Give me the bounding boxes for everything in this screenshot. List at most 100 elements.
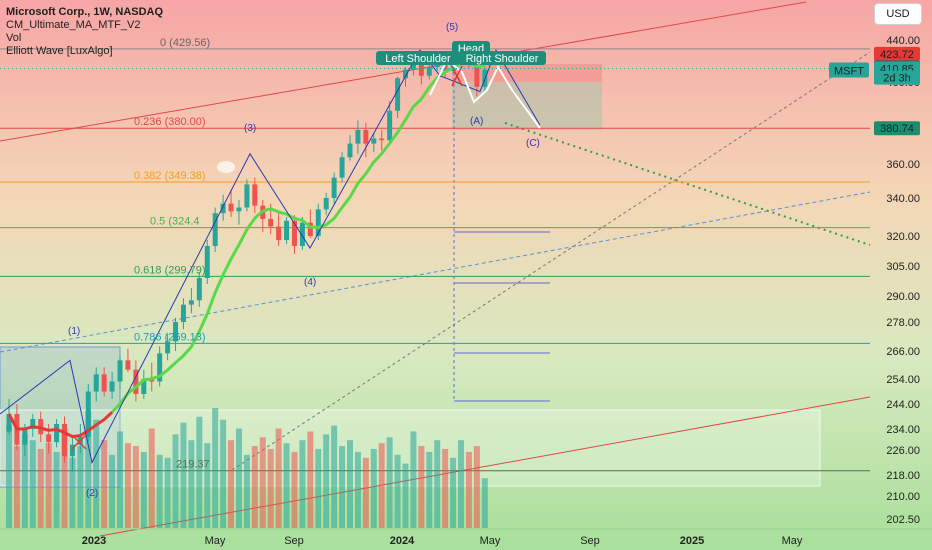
candle[interactable] (141, 369, 147, 399)
volume-bar (331, 425, 338, 528)
currency-button[interactable]: USD (874, 3, 922, 25)
candle[interactable] (54, 419, 60, 448)
volume-bar (212, 408, 219, 528)
candle[interactable] (165, 334, 171, 361)
volume-bars (6, 408, 488, 528)
price-tick-label: 218.00 (886, 470, 920, 482)
candle-body (157, 353, 163, 382)
candle[interactable] (236, 199, 242, 225)
candle[interactable] (133, 360, 139, 402)
candle-body (315, 209, 321, 236)
candle[interactable] (85, 384, 91, 443)
candle[interactable] (204, 240, 210, 284)
candle[interactable] (117, 355, 123, 389)
overlay-layer: (1)(2)(3)(4)(5)(A)(C)Left ShoulderHeadRi… (0, 22, 870, 499)
indicator-elliott[interactable]: Elliott Wave [LuxAlgo] (6, 45, 113, 57)
candle[interactable] (101, 367, 107, 397)
candle[interactable] (331, 172, 337, 204)
price-label: 380.74 (880, 123, 914, 135)
candle[interactable] (173, 317, 179, 351)
volume-bar (291, 451, 298, 528)
candle[interactable] (291, 215, 297, 254)
candle-body (228, 203, 234, 212)
indicator-ma[interactable]: CM_Ultimate_MA_MTF_V2 (6, 19, 141, 31)
candle[interactable] (180, 298, 186, 330)
candle[interactable] (371, 133, 377, 153)
volume-bar (362, 457, 369, 528)
time-tick-label: 2024 (390, 535, 415, 547)
projection-line[interactable] (504, 122, 871, 246)
volume-bar (323, 434, 330, 528)
candle[interactable] (228, 189, 234, 218)
candle[interactable] (339, 152, 345, 183)
candle[interactable] (299, 217, 305, 250)
volume-bar (37, 448, 44, 528)
elliott-wave-line[interactable] (0, 49, 541, 464)
time-tick-label: May (205, 535, 226, 547)
volume-bar (394, 454, 401, 528)
candle-body (62, 424, 68, 457)
candle[interactable] (125, 348, 131, 372)
candle[interactable] (109, 372, 115, 399)
candle[interactable] (62, 416, 68, 463)
fib-level-label: 0.786 (269.13) (134, 331, 206, 343)
candle[interactable] (212, 207, 218, 253)
volume-bar (450, 457, 457, 528)
candle-body (387, 110, 393, 141)
candle[interactable] (307, 209, 313, 238)
candle[interactable] (149, 362, 155, 392)
wave-label: (C) (526, 138, 540, 149)
volume-bar (243, 454, 250, 528)
volume-bar (220, 419, 227, 528)
candle[interactable] (347, 135, 353, 161)
candle[interactable] (157, 346, 163, 387)
candle[interactable] (323, 192, 329, 216)
x-marker[interactable] (71, 434, 87, 450)
price-tick-label: 210.00 (886, 491, 920, 503)
volume-bar (458, 440, 465, 528)
moving-average-green[interactable] (111, 61, 485, 414)
candle-body (339, 157, 345, 178)
indicator-vol[interactable]: Vol (6, 32, 22, 44)
volume-bar (156, 454, 163, 528)
volume-bar (251, 446, 258, 528)
range-box[interactable] (0, 346, 121, 488)
moving-average-red[interactable] (7, 411, 114, 439)
volume-bar (410, 431, 417, 528)
drawing-layer (0, 1, 871, 537)
price-tick-label: 254.00 (886, 374, 920, 386)
candle[interactable] (93, 367, 99, 402)
candle[interactable] (395, 77, 401, 118)
candle-body (331, 177, 337, 198)
candle-body (54, 424, 60, 443)
price-label-box (874, 70, 920, 85)
candle-body (371, 138, 377, 144)
candle[interactable] (69, 436, 75, 472)
candle[interactable] (196, 272, 202, 307)
trend-line-dashed[interactable] (0, 191, 871, 353)
volume-bar (132, 446, 139, 528)
symbol-title[interactable]: Microsoft Corp., 1W, NASDAQ (6, 6, 164, 18)
candle[interactable] (284, 217, 290, 244)
candle[interactable] (188, 288, 194, 314)
candle[interactable] (363, 122, 369, 158)
volume-bar (69, 457, 76, 528)
candle[interactable] (220, 194, 226, 221)
fib-level-label: 219.37 (176, 459, 210, 471)
candle-body (141, 379, 147, 394)
candle-body (30, 419, 36, 429)
price-tick-label: 234.00 (886, 424, 920, 436)
candle[interactable] (355, 120, 361, 154)
price-label: 423.72 (880, 49, 914, 61)
price-tick-label: 202.50 (886, 514, 920, 526)
trend-line-gray[interactable] (231, 51, 871, 471)
candle[interactable] (252, 177, 258, 214)
candle[interactable] (379, 130, 385, 151)
x-marker[interactable] (451, 65, 463, 87)
candle[interactable] (387, 101, 393, 144)
candle[interactable] (276, 213, 282, 246)
candle[interactable] (244, 179, 250, 212)
candle-body (6, 414, 12, 432)
pattern-label-box (376, 51, 460, 65)
